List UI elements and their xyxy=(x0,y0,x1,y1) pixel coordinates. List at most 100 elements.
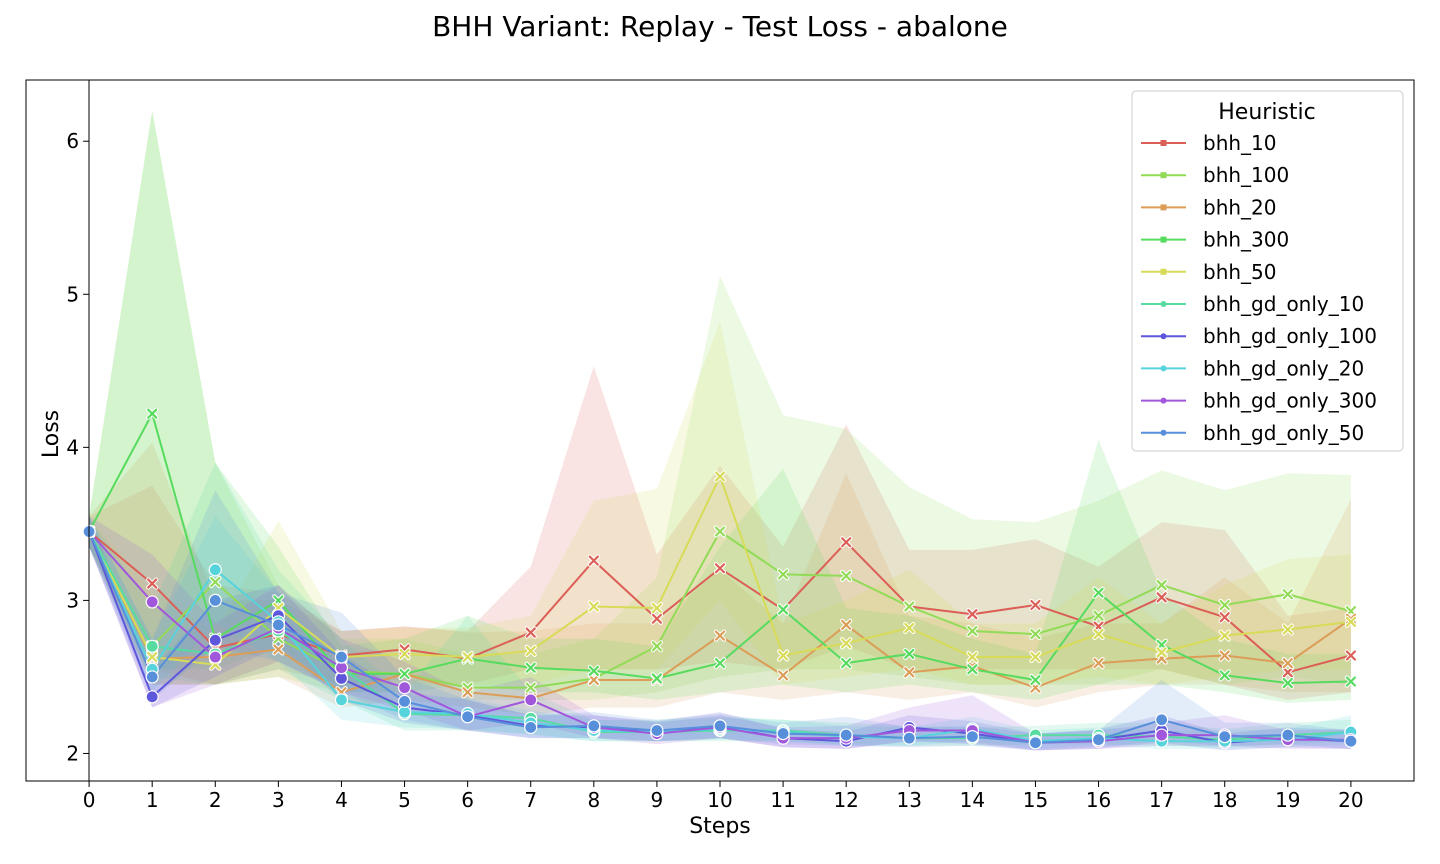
legend-label-bhh-50: bhh_50 xyxy=(1203,260,1277,284)
point-bhh-100 xyxy=(524,681,537,694)
marker-cross xyxy=(588,674,599,686)
point-bhh-10 xyxy=(966,608,979,621)
marker-cross xyxy=(714,563,726,574)
x-tick-label: 10 xyxy=(707,788,732,812)
point-bhh-20 xyxy=(272,643,285,656)
band-bhh-50 xyxy=(89,321,1351,685)
marker-cross xyxy=(399,668,410,679)
legend-marker-bhh-gd-only-20 xyxy=(1160,365,1167,372)
point-bhh-50 xyxy=(650,601,664,615)
legend-box xyxy=(1131,90,1404,452)
marker-cross xyxy=(967,609,978,620)
marker-cross xyxy=(1030,651,1041,663)
marker-cross xyxy=(525,645,536,657)
point-bhh-gd-only-100 xyxy=(208,633,222,647)
legend-label-bhh-gd-only-20: bhh_gd_only_20 xyxy=(1203,356,1364,380)
point-bhh-10 xyxy=(1029,598,1042,612)
marker-cross xyxy=(777,569,789,580)
x-tick-label: 17 xyxy=(1149,788,1174,812)
point-bhh-100 xyxy=(1218,598,1231,612)
point-bhh-gd-only-50 xyxy=(1155,713,1169,727)
point-bhh-50 xyxy=(776,649,790,662)
point-bhh-gd-only-300 xyxy=(524,693,538,707)
marker-cross xyxy=(1219,670,1230,681)
marker-cross xyxy=(1093,628,1104,640)
point-bhh-gd-only-50 xyxy=(334,650,349,664)
x-tick-label: 1 xyxy=(146,788,159,812)
point-bhh-10 xyxy=(524,626,537,639)
marker-cross xyxy=(841,537,852,548)
marker-cross xyxy=(1093,610,1104,621)
marker-cross xyxy=(399,648,410,660)
point-bhh-gd-only-50 xyxy=(713,719,727,733)
point-bhh-gd-only-10 xyxy=(145,639,159,653)
legend-marker-bhh-10 xyxy=(1160,140,1167,146)
point-bhh-300 xyxy=(1344,675,1358,688)
point-bhh-gd-only-20 xyxy=(334,693,349,707)
marker-cross xyxy=(967,625,978,637)
marker-cross xyxy=(210,576,221,588)
point-bhh-300 xyxy=(1029,673,1042,687)
series-markers xyxy=(82,407,1358,750)
point-bhh-50 xyxy=(903,621,916,635)
marker-cross xyxy=(525,627,536,638)
x-tick-label: 6 xyxy=(461,788,474,812)
point-bhh-gd-only-50 xyxy=(839,728,853,742)
marker-cross xyxy=(714,658,726,669)
point-bhh-100 xyxy=(1029,627,1042,641)
marker-cross xyxy=(714,471,726,482)
marker-cross xyxy=(462,687,473,698)
marker-cross xyxy=(904,648,915,660)
marker-cross xyxy=(651,641,663,652)
marker-cross xyxy=(1282,667,1293,678)
marker-cross xyxy=(1345,650,1357,661)
x-tick-label: 5 xyxy=(398,788,411,812)
marker-cross xyxy=(904,667,915,678)
y-tick-label: 6 xyxy=(66,129,79,153)
marker-cross xyxy=(525,682,536,693)
marker-cross xyxy=(1156,592,1167,603)
marker-cross xyxy=(651,602,663,614)
point-bhh-gd-only-50 xyxy=(524,720,538,735)
point-bhh-50 xyxy=(1281,623,1294,636)
point-bhh-50 xyxy=(587,600,600,613)
point-bhh-300 xyxy=(146,407,159,420)
point-bhh-gd-only-50 xyxy=(461,710,475,724)
point-bhh-50 xyxy=(398,647,411,661)
point-bhh-300 xyxy=(966,663,979,676)
marker-cross xyxy=(1345,676,1357,687)
marker-cross xyxy=(1345,616,1357,627)
point-bhh-gd-only-50 xyxy=(1091,733,1106,747)
point-bhh-gd-only-50 xyxy=(650,723,664,738)
point-bhh-20 xyxy=(1218,649,1231,662)
point-bhh-20 xyxy=(587,673,600,687)
marker-cross xyxy=(525,662,536,673)
point-bhh-gd-only-100 xyxy=(145,690,159,704)
point-bhh-20 xyxy=(903,666,916,679)
legend-marker-bhh-gd-only-10 xyxy=(1160,301,1167,307)
point-bhh-10 xyxy=(1344,649,1358,662)
legend-label-bhh-300: bhh_300 xyxy=(1203,228,1289,252)
marker-cross xyxy=(1030,599,1041,611)
point-bhh-300 xyxy=(524,661,537,674)
marker-cross xyxy=(967,651,978,663)
point-bhh-50 xyxy=(1092,627,1105,641)
point-bhh-gd-only-50 xyxy=(397,694,412,709)
point-bhh-gd-only-50 xyxy=(1344,734,1358,748)
legend-marker-bhh-gd-only-100 xyxy=(1160,333,1167,340)
point-bhh-10 xyxy=(1281,666,1294,679)
x-tick-label: 11 xyxy=(770,788,795,812)
point-bhh-50 xyxy=(1155,646,1168,659)
x-tick-label: 9 xyxy=(651,788,664,812)
x-tick-label: 4 xyxy=(335,788,348,812)
x-tick-label: 13 xyxy=(897,788,922,812)
point-bhh-gd-only-50 xyxy=(1028,736,1043,750)
marker-cross xyxy=(462,651,473,663)
y-axis: 2 3 4 5 6 xyxy=(66,129,90,765)
marker-cross xyxy=(777,604,789,615)
point-bhh-100 xyxy=(1281,588,1294,601)
marker-cross xyxy=(1219,630,1230,641)
legend-marker-bhh-gd-only-300 xyxy=(1160,397,1167,404)
y-tick-label: 3 xyxy=(66,588,79,612)
